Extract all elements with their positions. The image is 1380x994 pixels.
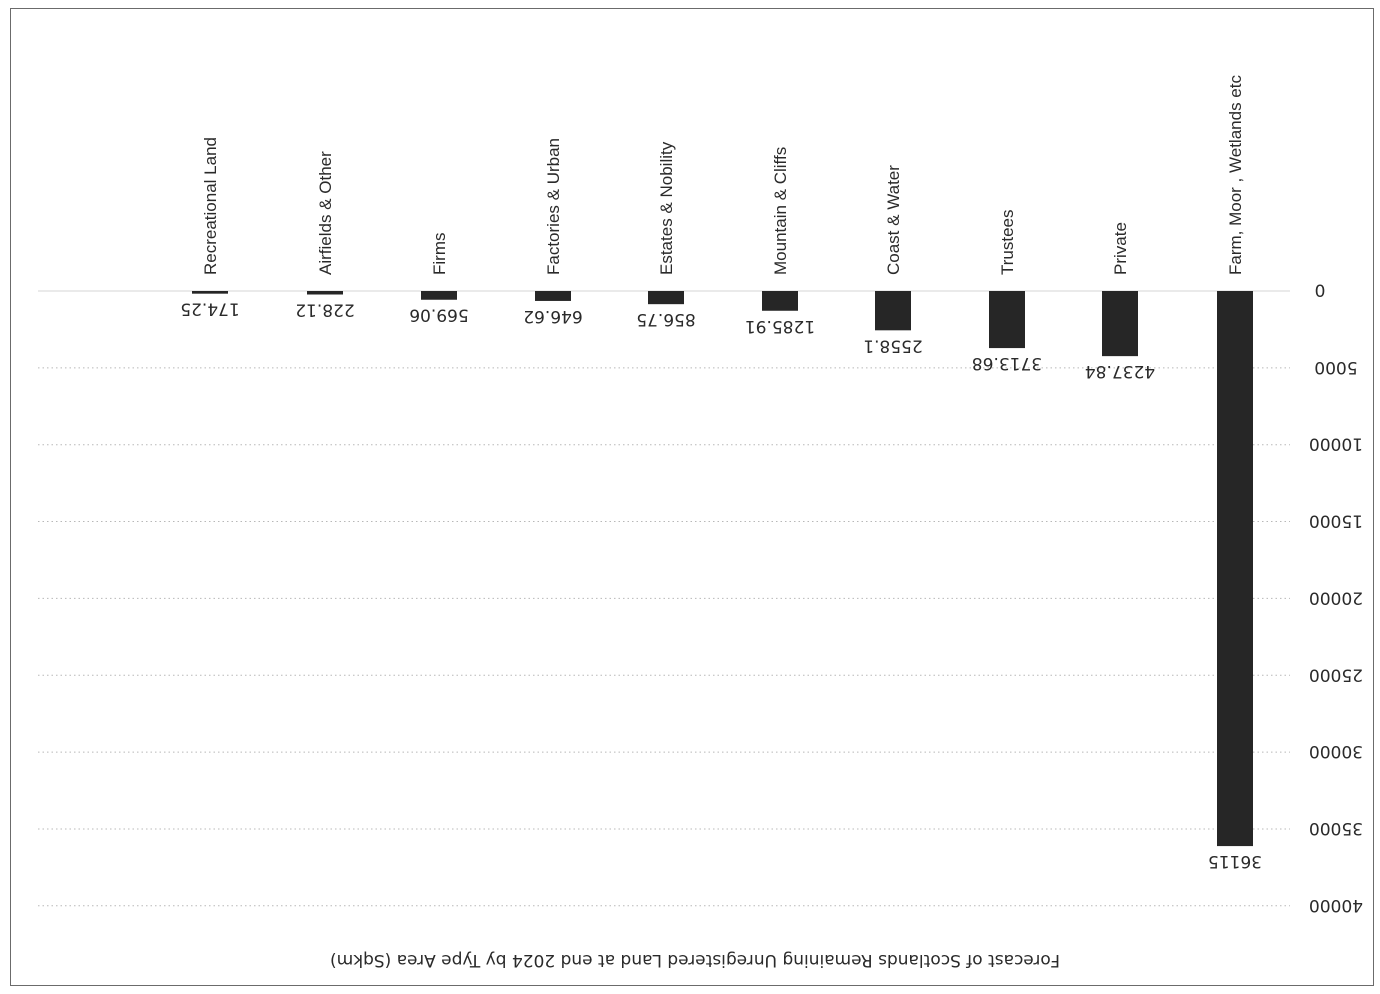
gridlines [38,290,1290,907]
bar [421,291,457,300]
data-label: 3713.68 [972,353,1042,373]
y-tick-label: 25000 [1309,664,1363,684]
bar [307,291,343,295]
y-tick-label: 30000 [1309,741,1363,761]
data-label: 228.12 [295,300,354,320]
y-tick-label: 35000 [1309,818,1363,838]
y-tick-label: 40000 [1309,895,1363,915]
category-label: Airfields & Other [316,151,335,275]
y-tick-label: 15000 [1309,511,1363,531]
data-labels: 36115 4237.84 3713.68 2558.1 1285.91 856.75 64… [180,299,1262,871]
data-label: 1285.91 [745,316,815,336]
category-label: Factories & Urban [544,138,563,275]
chart-title: Forecast of Scotlands Remaining Unregist… [330,950,1060,970]
chart-title-group: Forecast of Scotlands Remaining Unregist… [330,950,1060,970]
bar [762,291,798,311]
category-labels: Farm, Moor , Wetlands etc Private Trustees… [201,75,1245,275]
data-label: 569.06 [409,305,468,325]
bar [989,291,1025,349]
data-label: 174.25 [180,299,239,319]
category-label: Farm, Moor , Wetlands etc [1226,75,1245,275]
chart-frame [10,8,1374,986]
bar [1102,291,1138,357]
bar [192,291,228,294]
category-label: Firms [430,233,449,275]
bar [648,291,684,305]
data-label: 856.75 [636,309,695,329]
y-tick-label: 10000 [1309,434,1363,454]
y-tick-label: 20000 [1309,587,1363,607]
category-label: Mountain & Cliffs [771,147,790,275]
bar [1217,291,1253,847]
y-tick-label: 5000 [1314,357,1357,377]
bar [535,291,571,301]
y-tick-label: 0 [1315,282,1326,302]
category-label: Coast & Water [884,165,903,275]
y-axis-ticks: 0 5000 10000 15000 20000 25000 30000 35000 40000 [1309,282,1363,915]
data-label: 4237.84 [1085,361,1155,381]
bars [192,291,1253,847]
data-label: 2558.1 [863,335,922,355]
category-label: Estates & Nobility [657,141,676,275]
category-label: Trustees [998,209,1017,275]
data-label: 36115 [1208,851,1262,871]
category-label: Recreational Land [201,137,220,275]
data-label: 646.62 [523,306,582,326]
category-label: Private [1111,222,1130,275]
bar [875,291,911,331]
